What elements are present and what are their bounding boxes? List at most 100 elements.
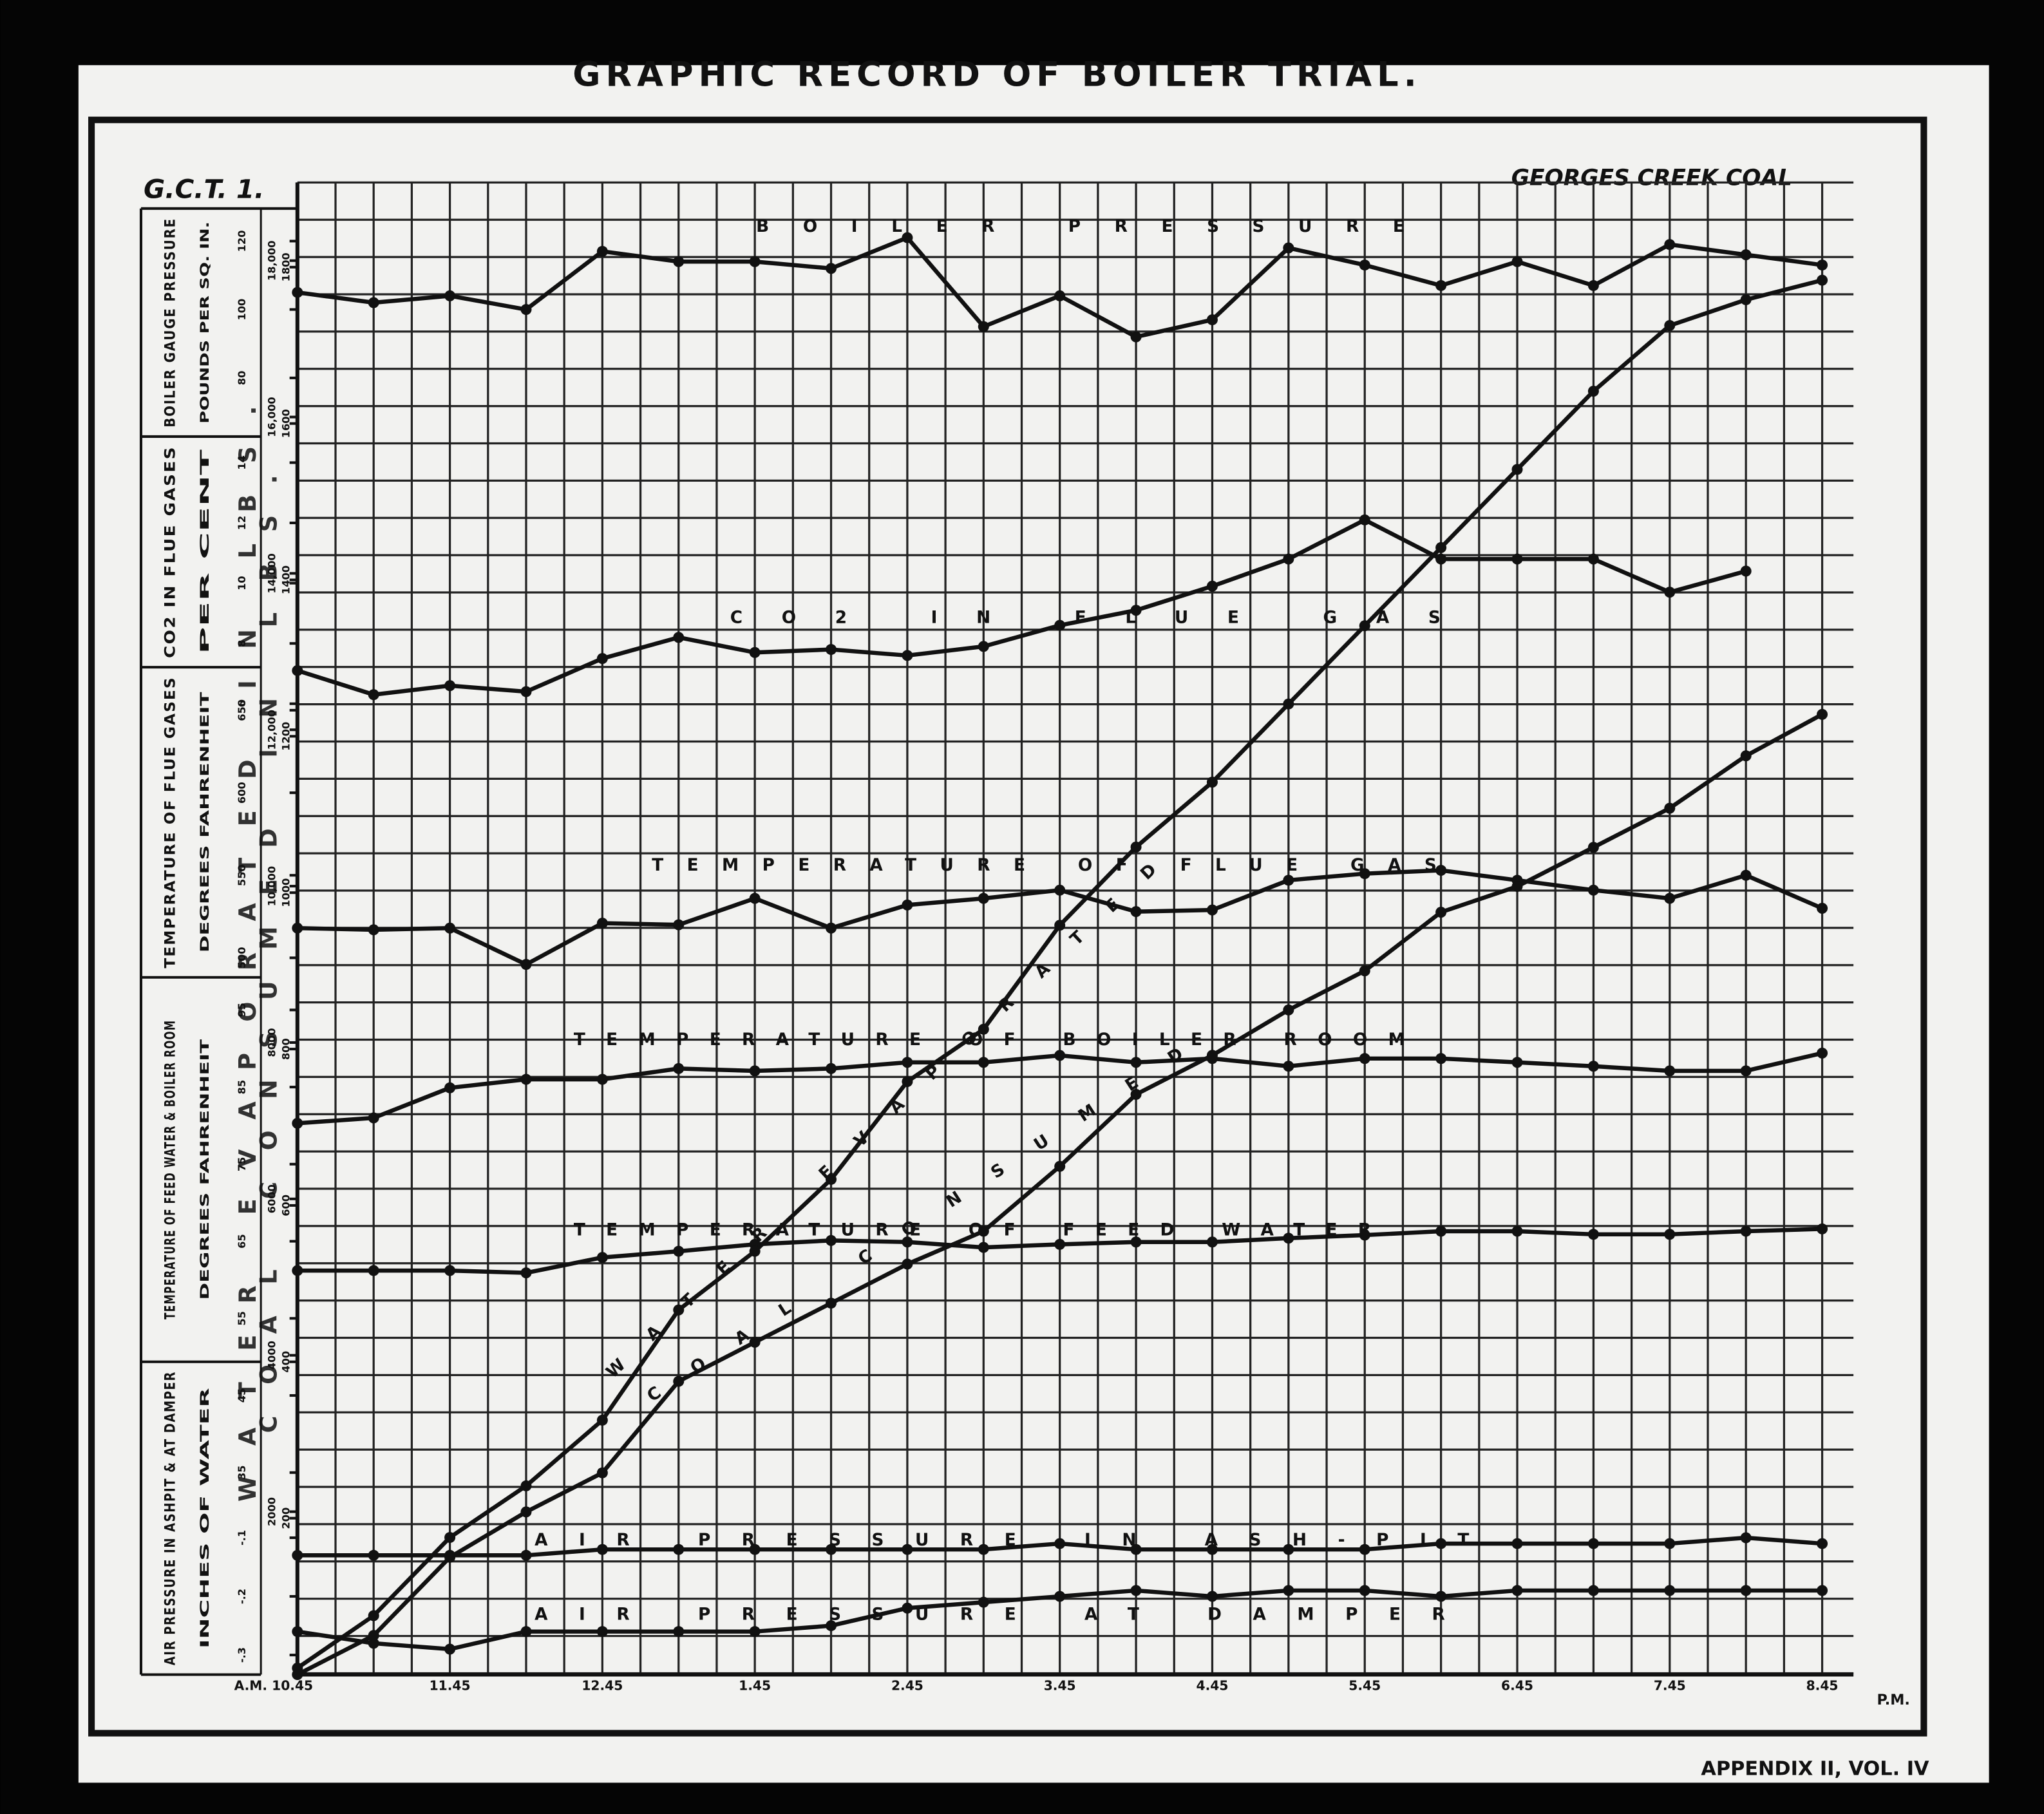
y-tick-label: 600: [280, 1195, 292, 1216]
data-point: [368, 1610, 379, 1621]
data-point: [749, 1626, 761, 1638]
data-point: [292, 922, 303, 934]
data-point: [1359, 620, 1370, 632]
axis-label: TEMPERATURE OF FEED WATER & BOILER ROOM: [162, 1020, 179, 1319]
data-point: [1587, 884, 1599, 896]
data-point: [520, 1506, 532, 1518]
data-point: [826, 1544, 837, 1555]
frame: [88, 117, 1927, 1737]
data-point: [1817, 1585, 1828, 1596]
data-point: [1359, 260, 1370, 271]
data-point: [1435, 1053, 1447, 1064]
data-point: [978, 1057, 989, 1068]
y-tick-label: 4000: [265, 1341, 278, 1370]
data-point: [1435, 907, 1447, 918]
data-point: [673, 1375, 685, 1387]
data-point: [1054, 1238, 1066, 1250]
y-tick-label: 1600: [280, 409, 292, 438]
x-tick-label: 7.45: [1654, 1678, 1686, 1694]
data-point: [1435, 279, 1447, 291]
y-tick-label: 6000: [265, 1184, 278, 1213]
data-point: [826, 1063, 837, 1074]
data-point: [1435, 553, 1447, 565]
data-point: [596, 1544, 608, 1555]
data-point: [368, 1112, 379, 1124]
data-point: [1511, 1057, 1523, 1068]
data-point: [1359, 1229, 1370, 1241]
data-point: [1130, 331, 1142, 343]
data-point: [826, 1298, 837, 1309]
data-point: [1740, 750, 1752, 762]
y-tick-label: 85: [236, 1080, 248, 1095]
data-point: [1054, 1050, 1066, 1061]
data-point: [292, 1668, 303, 1680]
series-label: CO2 IN FLUE GAS: [730, 608, 1480, 627]
data-point: [1359, 1585, 1370, 1596]
data-point: [1206, 580, 1218, 592]
data-point: [368, 1549, 379, 1561]
data-point: [826, 1234, 837, 1246]
x-end-label: P.M.: [1877, 1692, 1910, 1708]
axis-label: WATER EVAPORATED IN LBS.: [234, 375, 261, 1502]
y-tick-label: 8000: [265, 1028, 278, 1057]
data-point: [1130, 1057, 1142, 1068]
data-point: [1359, 965, 1370, 977]
data-point: [1435, 1538, 1447, 1549]
y-tick-label: 500: [236, 947, 248, 969]
data-point: [368, 1265, 379, 1276]
y-tick-label: 12: [236, 516, 248, 531]
axis-label: TEMPERATURE OF FLUE GASES: [162, 676, 179, 968]
data-point: [1587, 553, 1599, 565]
data-point: [520, 1626, 532, 1638]
axis-unit: DEGREES FAHRENHEIT: [198, 692, 212, 953]
data-point: [1206, 314, 1218, 326]
data-point: [673, 919, 685, 931]
data-point: [1740, 1585, 1752, 1596]
data-point: [673, 1626, 685, 1638]
data-point: [978, 1544, 989, 1555]
data-point: [1587, 1229, 1599, 1240]
y-tick-label: 120: [236, 231, 248, 252]
data-point: [520, 959, 532, 970]
data-point: [1283, 1233, 1294, 1244]
y-tick-label: 14: [236, 455, 248, 470]
y-tick-label: 95: [236, 1003, 248, 1017]
data-point: [1740, 294, 1752, 305]
chart-subtitle: GEORGES CREEK COAL: [1511, 165, 1792, 191]
data-point: [1664, 320, 1676, 332]
data-point: [1664, 1065, 1676, 1077]
x-tick-label: 3.45: [1044, 1678, 1076, 1694]
data-point: [902, 1258, 913, 1270]
data-point: [368, 689, 379, 701]
data-point: [673, 1544, 685, 1555]
y-tick-label: 1000: [280, 878, 292, 907]
data-point: [978, 1225, 989, 1237]
data-point: [444, 1265, 456, 1276]
data-point: [444, 290, 456, 301]
data-point: [444, 680, 456, 692]
data-point: [1130, 906, 1142, 918]
axis-label: BOILER GAUGE PRESSURE: [162, 218, 179, 428]
data-point: [1054, 1591, 1066, 1602]
data-point: [978, 1596, 989, 1608]
data-point: [292, 1549, 303, 1561]
data-point: [1130, 1585, 1142, 1596]
data-point: [1054, 290, 1066, 301]
y-tick-label: 12,000: [265, 710, 278, 750]
data-point: [292, 1117, 303, 1129]
data-point: [1435, 1591, 1447, 1602]
data-point: [1206, 1050, 1218, 1061]
chart-title: GRAPHIC RECORD OF BOILER TRIAL.: [573, 55, 1422, 95]
y-tick-label: 650: [236, 699, 248, 721]
data-point: [749, 1065, 761, 1077]
data-point: [1817, 1538, 1828, 1549]
y-tick-label: 1400: [280, 565, 292, 594]
x-tick-label: 6.45: [1501, 1678, 1533, 1694]
data-point: [1359, 1544, 1370, 1555]
data-point: [1130, 1544, 1142, 1555]
data-point: [1511, 881, 1523, 893]
data-point: [1664, 893, 1676, 904]
data-point: [1740, 565, 1752, 577]
y-tick-label: 8: [236, 640, 248, 647]
